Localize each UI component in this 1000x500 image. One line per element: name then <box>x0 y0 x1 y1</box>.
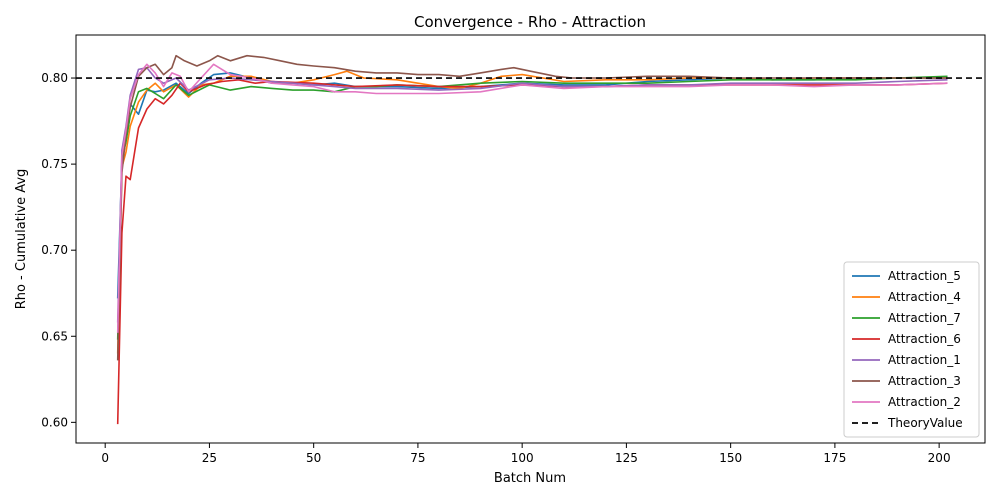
x-tick-label: 150 <box>719 451 742 465</box>
legend-label: Attraction_7 <box>888 311 961 325</box>
series-line-attraction-5 <box>116 72 948 299</box>
x-axis-ticks: 0 25 50 75 100 125 150 175 200 <box>101 443 951 465</box>
x-tick-label: 75 <box>410 451 425 465</box>
x-axis-label: Batch Num <box>494 471 566 486</box>
legend-label: Attraction_3 <box>888 374 961 388</box>
legend-box <box>843 261 980 438</box>
x-tick-label: 125 <box>615 451 638 465</box>
legend: Attraction_5 Attraction_4 Attraction_7 Attr… <box>843 261 980 438</box>
legend-label: Attraction_4 <box>888 290 961 304</box>
series-line-attraction-6 <box>116 79 948 425</box>
series-line-attraction-2 <box>116 63 948 333</box>
legend-label: Attraction_1 <box>888 353 961 367</box>
legend-label: Attraction_5 <box>888 269 961 283</box>
series-line-attraction-3 <box>116 54 948 361</box>
y-tick-label: 0.65 <box>41 329 68 343</box>
x-tick-label: 100 <box>511 451 534 465</box>
legend-label: Attraction_2 <box>888 395 961 409</box>
legend-label: Attraction_6 <box>888 332 961 346</box>
x-tick-label: 25 <box>202 451 217 465</box>
y-axis-ticks: 0.60 0.65 0.70 0.75 0.80 <box>41 71 76 429</box>
y-tick-label: 0.75 <box>41 157 68 171</box>
x-tick-label: 50 <box>306 451 321 465</box>
series-line-attraction-7 <box>116 75 948 340</box>
plot-frame <box>75 34 986 444</box>
x-tick-label: 200 <box>928 451 951 465</box>
y-tick-label: 0.80 <box>41 71 68 85</box>
x-tick-label: 175 <box>823 451 846 465</box>
x-tick-label: 0 <box>101 451 109 465</box>
chart-title: Convergence - Rho - Attraction <box>414 13 646 31</box>
legend-label: TheoryValue <box>887 416 963 430</box>
series-line-attraction-4 <box>116 70 948 354</box>
series-line-attraction-1 <box>116 66 948 323</box>
y-axis-label: Rho - Cumulative Avg <box>14 169 29 310</box>
series-lines <box>116 54 948 425</box>
y-tick-label: 0.70 <box>41 243 68 257</box>
y-tick-label: 0.60 <box>41 415 68 429</box>
